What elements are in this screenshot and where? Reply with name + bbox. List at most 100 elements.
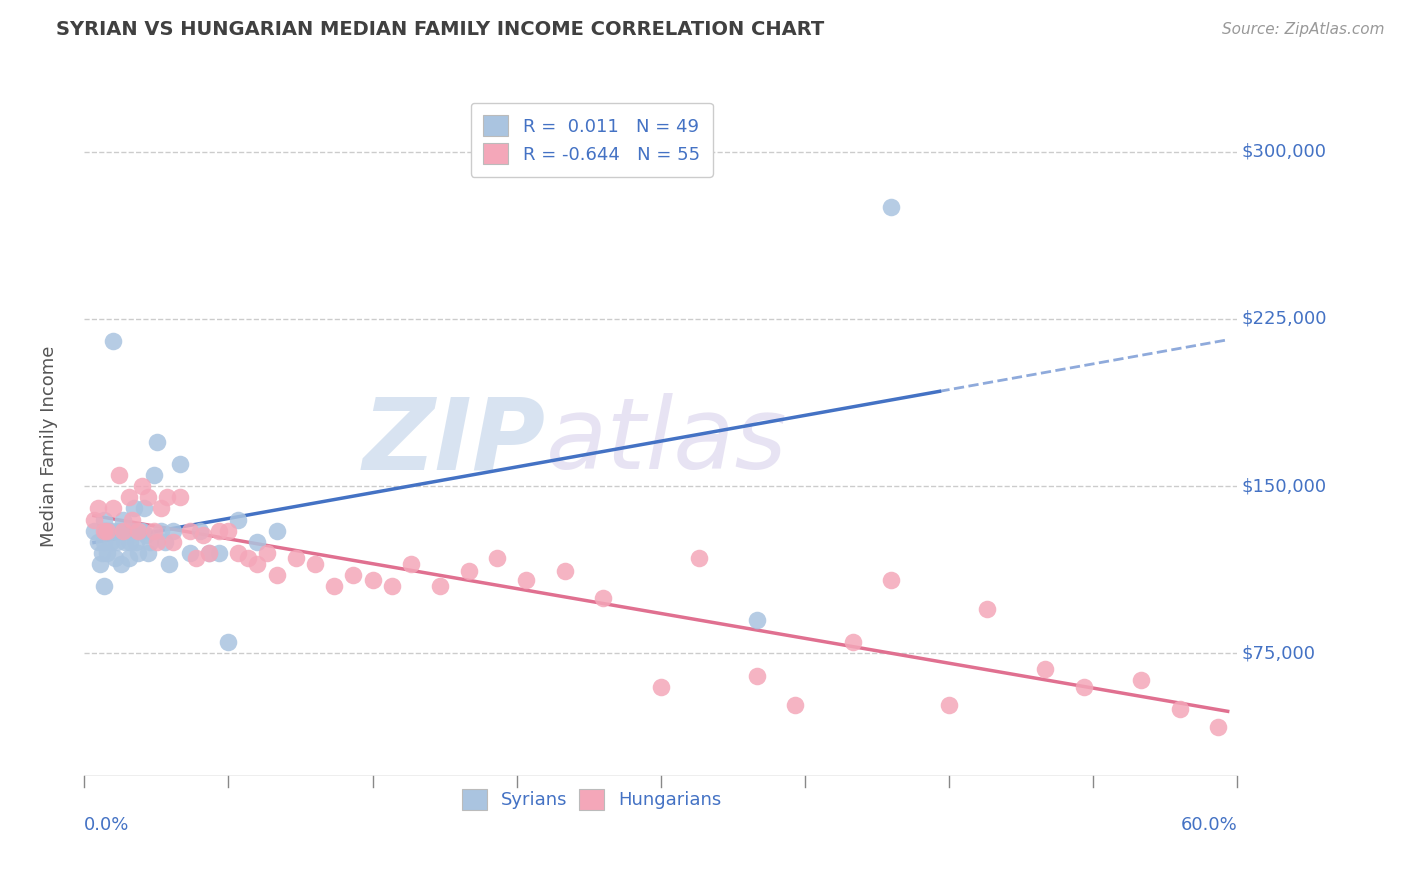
Point: [188, 524, 211, 538]
Point: [745, 669, 768, 683]
Point: [89, 557, 111, 572]
Point: [111, 512, 134, 526]
Point: [104, 550, 127, 565]
Point: [169, 491, 191, 505]
Point: [592, 591, 614, 605]
Point: [87, 501, 110, 516]
Text: ZIP: ZIP: [363, 393, 546, 490]
Point: [193, 528, 215, 542]
Point: [136, 491, 159, 505]
Point: [120, 534, 142, 549]
Point: [100, 534, 122, 549]
Point: [381, 580, 404, 594]
Text: $75,000: $75,000: [1241, 644, 1315, 663]
Point: [83, 524, 105, 538]
Point: [103, 334, 124, 349]
Legend: Syrians, Hungarians: Syrians, Hungarians: [451, 778, 733, 821]
Point: [103, 501, 124, 516]
Point: [1206, 720, 1229, 734]
Point: [688, 550, 710, 565]
Point: [135, 528, 157, 542]
Point: [117, 550, 139, 565]
Point: [131, 524, 153, 538]
Point: [179, 524, 201, 538]
Point: [125, 534, 148, 549]
Text: Median Family Income: Median Family Income: [41, 345, 58, 547]
Point: [103, 524, 124, 538]
Point: [938, 698, 960, 712]
Point: [226, 512, 249, 526]
Point: [880, 573, 903, 587]
Text: $150,000: $150,000: [1241, 477, 1326, 495]
Point: [93, 512, 115, 526]
Point: [121, 512, 143, 526]
Point: [162, 534, 184, 549]
Point: [198, 546, 221, 560]
Point: [429, 580, 451, 594]
Point: [132, 501, 155, 516]
Point: [146, 534, 169, 549]
Text: 0.0%: 0.0%: [84, 816, 129, 834]
Point: [114, 534, 136, 549]
Point: [108, 467, 131, 482]
Point: [162, 524, 184, 538]
Point: [169, 457, 191, 471]
Point: [266, 524, 288, 538]
Point: [131, 479, 153, 493]
Text: $225,000: $225,000: [1241, 310, 1327, 328]
Point: [399, 557, 422, 572]
Point: [150, 501, 173, 516]
Text: $300,000: $300,000: [1241, 143, 1326, 161]
Point: [515, 573, 537, 587]
Point: [218, 635, 240, 649]
Point: [93, 534, 115, 549]
Point: [111, 524, 134, 538]
Point: [650, 680, 672, 694]
Point: [218, 524, 240, 538]
Text: atlas: atlas: [546, 393, 787, 490]
Point: [486, 550, 509, 565]
Point: [94, 524, 117, 538]
Point: [342, 568, 364, 582]
Point: [150, 524, 173, 538]
Point: [554, 564, 576, 578]
Point: [98, 524, 121, 538]
Point: [105, 534, 128, 549]
Point: [127, 524, 149, 538]
Text: Source: ZipAtlas.com: Source: ZipAtlas.com: [1222, 22, 1385, 37]
Point: [1033, 662, 1056, 676]
Point: [93, 524, 115, 538]
Point: [304, 557, 326, 572]
Point: [117, 491, 139, 505]
Point: [96, 546, 118, 560]
Point: [284, 550, 307, 565]
Point: [1130, 673, 1153, 687]
Point: [115, 524, 138, 538]
Point: [198, 546, 221, 560]
Point: [142, 467, 165, 482]
Point: [146, 434, 169, 449]
Point: [842, 635, 865, 649]
Text: SYRIAN VS HUNGARIAN MEDIAN FAMILY INCOME CORRELATION CHART: SYRIAN VS HUNGARIAN MEDIAN FAMILY INCOME…: [56, 20, 824, 38]
Point: [1168, 702, 1191, 716]
Point: [184, 550, 207, 565]
Point: [208, 546, 231, 560]
Point: [124, 501, 146, 516]
Point: [246, 534, 269, 549]
Point: [93, 580, 115, 594]
Point: [108, 524, 131, 538]
Point: [127, 546, 149, 560]
Point: [129, 524, 152, 538]
Point: [1073, 680, 1095, 694]
Point: [83, 512, 105, 526]
Point: [266, 568, 288, 582]
Point: [157, 557, 180, 572]
Point: [256, 546, 278, 560]
Point: [179, 546, 201, 560]
Point: [226, 546, 249, 560]
Point: [323, 580, 346, 594]
Point: [136, 546, 159, 560]
Point: [138, 534, 160, 549]
Point: [87, 534, 110, 549]
Point: [976, 602, 998, 616]
